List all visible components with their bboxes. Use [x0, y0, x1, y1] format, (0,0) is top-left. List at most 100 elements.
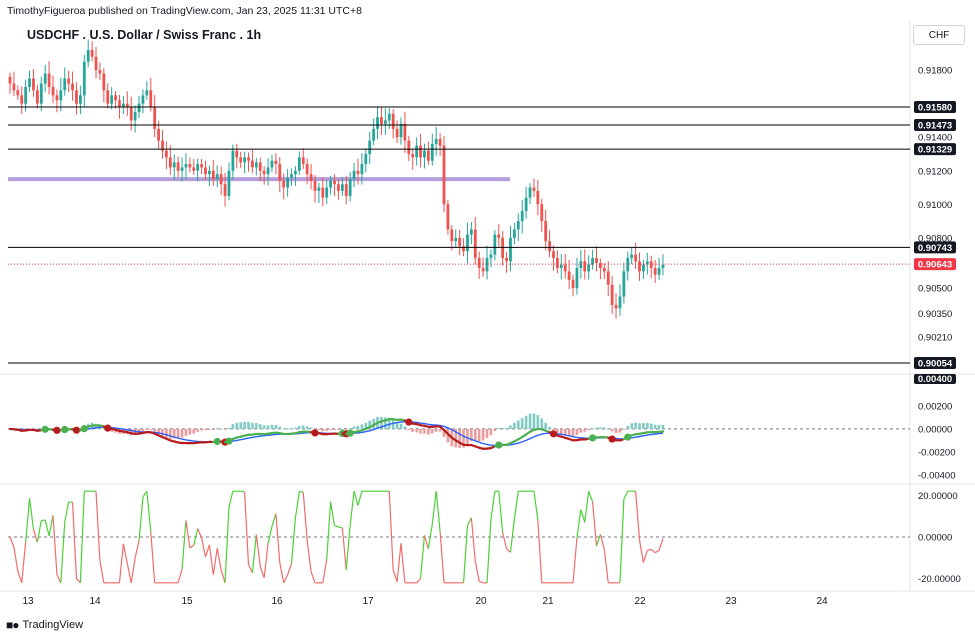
- macd-histogram-bar: [200, 428, 203, 431]
- oscillator-line-segment: [502, 532, 508, 550]
- candle-body: [286, 177, 290, 188]
- candle-body: [35, 90, 39, 104]
- oscillator-line-segment: [435, 491, 441, 532]
- tradingview-logo[interactable]: ■● TradingView: [6, 618, 83, 632]
- chart-svg[interactable]: 0.91580 0.91473 0.91329 0.90743 0.90054 0.906…: [0, 0, 975, 612]
- oscillator-line-segment: [56, 574, 62, 584]
- candle-body: [188, 164, 192, 168]
- macd-histogram-bar: [157, 428, 160, 435]
- candle-body: [86, 50, 90, 62]
- macd-histogram-bar: [251, 422, 254, 429]
- candle-body: [356, 170, 360, 175]
- candle-body: [462, 246, 465, 252]
- time-axis-tick: 24: [816, 596, 828, 607]
- macd-histogram-bar: [497, 428, 501, 430]
- macd-histogram-bar: [262, 425, 266, 429]
- oscillator-line-segment: [580, 509, 586, 523]
- candle-body: [540, 204, 544, 222]
- macd-histogram-bar: [102, 427, 106, 429]
- macd-axis-tag-label: 0.00400: [918, 374, 952, 385]
- currency-selector[interactable]: CHF: [913, 25, 965, 45]
- oscillator-line-segment: [299, 490, 304, 493]
- candle-body: [387, 113, 391, 121]
- oscillator-line-segment: [576, 509, 582, 538]
- macd-histogram-bar: [556, 428, 559, 433]
- oscillator-line-segment: [118, 543, 124, 583]
- oscillator-line-segment: [349, 491, 355, 526]
- macd-histogram-bar: [548, 426, 551, 429]
- macd-histogram-bar: [266, 425, 270, 429]
- candle-body: [442, 145, 446, 205]
- macd-histogram-bar: [110, 428, 113, 432]
- oscillator-line-segment: [79, 491, 85, 583]
- macd-axis-tag: [914, 374, 956, 384]
- candle-body: [446, 204, 450, 230]
- macd-histogram-bar: [360, 424, 364, 429]
- oscillator-line-segment: [122, 543, 128, 564]
- price-axis-tick: 0.91000: [918, 200, 952, 211]
- macd-histogram-bar: [466, 428, 469, 445]
- candle-body: [360, 164, 364, 175]
- candle-body: [520, 211, 524, 222]
- macd-histogram-bar: [653, 424, 657, 429]
- macd-histogram-bar: [477, 428, 481, 442]
- oscillator-line-segment: [60, 522, 66, 583]
- macd-histogram-bar: [540, 418, 544, 429]
- oscillator-line-segment: [427, 524, 433, 549]
- oscillator-axis-tick: -20.00000: [918, 574, 961, 585]
- macd-histogram-bar: [575, 428, 579, 435]
- symbol-title: USDCHF . U.S. Dollar / Swiss Franc . 1h: [27, 28, 262, 42]
- candle-body: [567, 271, 571, 280]
- macd-histogram-bar: [333, 428, 336, 430]
- macd-histogram-bar: [161, 428, 164, 437]
- candle-body: [325, 187, 329, 198]
- macd-histogram-bar: [430, 428, 434, 434]
- macd-axis-tick: -0.00400: [918, 471, 956, 482]
- candle-body: [172, 162, 176, 168]
- candle-body: [168, 157, 172, 168]
- macd-histogram-bar: [661, 424, 665, 429]
- price-axis-tick: 0.90800: [918, 233, 952, 244]
- macd-histogram-bar: [395, 422, 399, 429]
- oscillator-line-segment: [28, 498, 35, 530]
- macd-histogram-bar: [317, 428, 321, 430]
- candle-body: [94, 56, 98, 71]
- candle-body: [235, 150, 239, 158]
- oscillator-line-segment: [52, 515, 58, 575]
- macd-histogram-bar: [407, 428, 411, 430]
- macd-histogram-bar: [325, 428, 329, 431]
- price-axis-tick: 0.91800: [918, 66, 952, 77]
- oscillator-line-segment: [287, 563, 293, 575]
- candle-body: [419, 145, 422, 158]
- candle-body: [290, 174, 293, 178]
- oscillator-line-segment: [283, 574, 289, 584]
- time-axis-tick: 22: [634, 596, 646, 607]
- candle-body: [434, 138, 438, 144]
- macd-histogram-bar: [153, 428, 156, 432]
- oscillator-line-segment: [95, 491, 101, 561]
- candle-body: [438, 138, 442, 146]
- candle-body: [340, 184, 344, 191]
- macd-histogram-bar: [622, 428, 626, 430]
- macd-histogram-bar: [344, 428, 348, 430]
- candle-body: [219, 174, 223, 185]
- oscillator-line-segment: [322, 559, 328, 583]
- macd-histogram-bar: [356, 425, 360, 429]
- macd-histogram-bar: [423, 428, 426, 434]
- macd-histogram-bar: [528, 413, 532, 429]
- oscillator-line-segment: [193, 528, 199, 546]
- candle-body: [430, 143, 434, 161]
- candle-body: [114, 95, 117, 101]
- time-axis-tick: 23: [725, 596, 737, 607]
- candle-body: [137, 103, 141, 113]
- oscillator-line-segment: [658, 538, 664, 551]
- oscillator-line-segment: [439, 531, 445, 583]
- candle-body: [98, 70, 102, 74]
- candle-body: [622, 271, 626, 297]
- macd-histogram-bar: [227, 427, 231, 429]
- macd-histogram-bar: [614, 428, 618, 433]
- oscillator-line-segment: [642, 550, 648, 563]
- time-axis-tick: 21: [542, 596, 554, 607]
- macd-histogram-bar: [536, 415, 540, 429]
- macd-histogram-bar: [485, 428, 489, 438]
